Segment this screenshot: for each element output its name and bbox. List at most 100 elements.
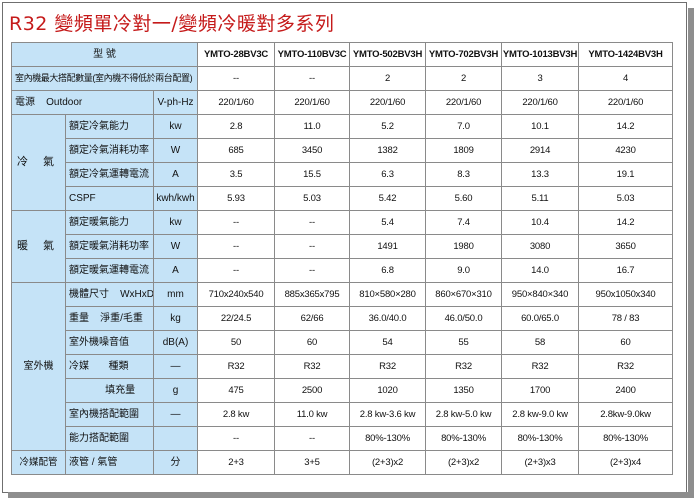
table-cell: 54 <box>349 330 427 355</box>
unit-cell: V-ph-Hz <box>152 90 199 115</box>
outdoor-row: 室內機搭配範圍 — 2.8 kw 11.0 kw 2.8 kw-3.6 kw 2… <box>12 402 674 427</box>
spec-label: 液管 / 氣管 <box>65 450 154 475</box>
unit-cell: kw <box>152 210 199 235</box>
table-cell: 220/1/60 <box>274 90 351 115</box>
model-name: YMTO-1424BV3H <box>578 42 674 67</box>
table-cell: (2+3)x2 <box>349 450 427 475</box>
table-cell: 8.3 <box>425 162 503 187</box>
table-cell: 10.4 <box>501 210 580 235</box>
table-cell: 6.8 <box>349 258 427 283</box>
cooling-row: 額定冷氣運轉電流 A 3.5 15.5 6.3 8.3 13.3 19.1 <box>12 162 674 187</box>
table-cell: 11.0 kw <box>274 402 351 427</box>
table-cell: 885x365x795 <box>274 282 351 307</box>
table-cell: 10.1 <box>501 114 580 139</box>
table-cell: -- <box>197 234 276 259</box>
table-cell: 4230 <box>578 138 674 163</box>
spec-table-body: 型 號 YMTO-28BV3C YMTO-110BV3C YMTO-502BV3… <box>10 42 674 475</box>
table-cell: 220/1/60 <box>425 90 503 115</box>
outdoor-row: 室外機 機體尺寸 WxHxD mm 710x240x540 885x365x79… <box>11 282 674 451</box>
unit-cell <box>152 426 199 451</box>
table-cell: R32 <box>501 354 580 379</box>
table-cell: 710x240x540 <box>197 282 276 307</box>
table-cell: 55 <box>425 330 503 355</box>
unit-cell: mm <box>152 282 199 307</box>
max-indoor-units-label: 室內機最大搭配數量(室內機不得低於兩台配置) <box>10 66 199 91</box>
unit-cell: — <box>152 402 199 427</box>
frame-shadow-bottom <box>8 492 694 498</box>
table-cell: 5.03 <box>578 186 674 211</box>
table-cell: 80%-130% <box>578 426 674 451</box>
table-cell: 1491 <box>349 234 427 259</box>
table-cell: 2.8 kw-5.0 kw <box>425 402 503 427</box>
table-cell: 2 <box>425 66 503 91</box>
model-name: YMTO-28BV3C <box>197 42 276 67</box>
spec-label: 額定暖氣運轉電流 <box>65 258 154 283</box>
table-cell: 5.42 <box>349 186 427 211</box>
spec-label: 室內機搭配範圍 <box>65 402 154 427</box>
cooling-row: 額定冷氣消耗功率 W 685 3450 1382 1809 2914 4230 <box>12 138 674 163</box>
table-cell: 22/24.5 <box>197 306 276 331</box>
spec-label: 室外機噪音值 <box>65 330 154 355</box>
table-cell: 2.8 kw <box>197 402 276 427</box>
table-cell: 3 <box>501 66 580 91</box>
power-label: 電源 Outdoor <box>11 90 154 115</box>
table-cell: 2400 <box>578 378 674 403</box>
table-cell: 78 / 83 <box>578 306 674 331</box>
spec-label: 填充量 <box>65 378 154 403</box>
table-cell: 14.2 <box>578 114 674 139</box>
table-cell: 5.4 <box>349 210 427 235</box>
table-cell: 2.8 <box>197 114 276 139</box>
table-cell: 1350 <box>425 378 503 403</box>
table-cell: -- <box>274 66 351 91</box>
table-cell: R32 <box>578 354 674 379</box>
unit-cell: kg <box>152 306 199 331</box>
table-cell: 11.0 <box>274 114 351 139</box>
table-cell: 3450 <box>274 138 351 163</box>
model-name: YMTO-702BV3H <box>425 42 503 67</box>
table-cell: 220/1/60 <box>501 90 580 115</box>
table-cell: -- <box>197 210 276 235</box>
table-cell: -- <box>274 258 351 283</box>
table-cell: 7.0 <box>425 114 503 139</box>
spec-label: 額定冷氣運轉電流 <box>65 162 154 187</box>
table-cell: (2+3)x2 <box>425 450 503 475</box>
table-cell: R32 <box>197 354 276 379</box>
unit-cell: W <box>152 234 199 259</box>
table-cell: 16.7 <box>578 258 674 283</box>
spec-label: 額定冷氣消耗功率 <box>65 138 154 163</box>
table-cell: R32 <box>274 354 351 379</box>
outdoor-row: 室外機噪音值 dB(A) 50 60 54 55 58 60 <box>12 330 674 355</box>
table-cell: 5.60 <box>425 186 503 211</box>
table-cell: 1382 <box>349 138 427 163</box>
unit-cell: kwh/kwh <box>152 186 199 211</box>
heating-row: 額定暖氣消耗功率 W -- -- 1491 1980 3080 3650 <box>12 234 674 259</box>
table-cell: 3+5 <box>274 450 351 475</box>
piping-group-label: 冷媒配管 <box>11 450 66 475</box>
table-cell: 1809 <box>425 138 503 163</box>
table-cell: -- <box>274 426 351 451</box>
table-cell: 62/66 <box>274 306 351 331</box>
table-cell: 19.1 <box>578 162 674 187</box>
page-title: R32 變頻單冷對一/變頻冷暖對多系列 <box>9 13 335 35</box>
table-cell: 950x1050x340 <box>578 282 674 307</box>
heating-row: 暖 氣 額定暖氣能力 kw -- -- 5.4 7.4 10.4 14.2 <box>11 210 674 283</box>
spec-label: 額定暖氣消耗功率 <box>65 234 154 259</box>
outdoor-row: 能力搭配範圍 -- -- 80%-130% 80%-130% 80%-130% … <box>12 426 674 451</box>
model-name: YMTO-1013BV3H <box>501 42 580 67</box>
table-cell: 685 <box>197 138 276 163</box>
table-cell: 1020 <box>349 378 427 403</box>
spec-label: 冷媒 種類 <box>65 354 154 379</box>
table-cell: -- <box>274 210 351 235</box>
table-cell: 3.5 <box>197 162 276 187</box>
unit-cell: 分 <box>152 450 199 475</box>
table-cell: 80%-130% <box>425 426 503 451</box>
model-header-label: 型 號 <box>10 42 199 67</box>
unit-cell: dB(A) <box>152 330 199 355</box>
table-cell: 475 <box>197 378 276 403</box>
table-cell: 14.2 <box>578 210 674 235</box>
table-cell: 6.3 <box>349 162 427 187</box>
outdoor-group-label: 室外機 <box>11 282 66 451</box>
table-cell: 7.4 <box>425 210 503 235</box>
table-cell: 80%-130% <box>501 426 580 451</box>
model-name: YMTO-110BV3C <box>274 42 351 67</box>
